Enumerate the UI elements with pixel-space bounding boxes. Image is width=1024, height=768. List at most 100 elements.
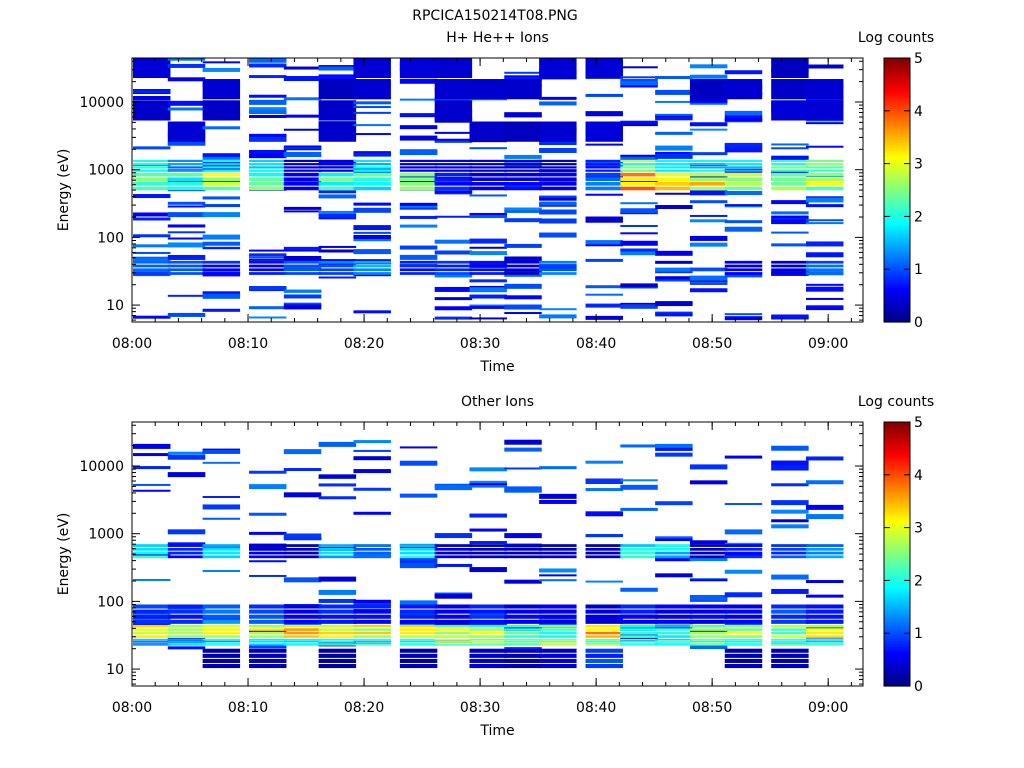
heatmap-cell: [539, 260, 577, 264]
heatmap-cell: [353, 547, 391, 551]
heatmap-cell: [771, 663, 809, 669]
heatmap-cell: [620, 76, 658, 79]
heatmap-cell: [655, 182, 693, 186]
heatmap-cell: [620, 248, 658, 252]
heatmap-cell: [805, 222, 844, 225]
heatmap-cell: [133, 166, 171, 169]
heatmap-cell: [283, 255, 322, 261]
heatmap-cell: [620, 180, 658, 183]
heatmap-cell: [249, 268, 287, 272]
heatmap-cell: [539, 614, 577, 619]
heatmap-cell: [202, 169, 241, 172]
heatmap-cells: [133, 439, 844, 669]
heatmap-cell: [353, 264, 391, 268]
heatmap-cell: [202, 628, 241, 631]
heatmap-cell: [283, 624, 322, 628]
heatmap-cell: [353, 268, 391, 272]
heatmap-cell: [249, 159, 287, 163]
heatmap-cell: [133, 553, 171, 557]
heatmap-cell: [771, 588, 809, 594]
heatmap-cell: [504, 579, 542, 584]
heatmap-cell: [585, 182, 623, 186]
heatmap-cell: [805, 555, 844, 559]
y-tick-label: 10: [106, 298, 124, 314]
heatmap-cell: [167, 186, 206, 191]
heatmap-cell: [805, 252, 844, 258]
heatmap-cell: [353, 182, 391, 186]
heatmap-cell: [620, 624, 658, 628]
heatmap-cell: [469, 619, 507, 624]
heatmap-cell: [283, 76, 322, 82]
heatmap-cell: [434, 533, 473, 539]
heatmap-cell: [133, 622, 171, 627]
heatmap-cell: [655, 443, 693, 448]
heatmap-cell: [353, 202, 391, 206]
heatmap-cell: [504, 604, 542, 609]
heatmap-cell: [504, 467, 542, 470]
heatmap-cell: [249, 264, 287, 268]
heatmap-cell: [283, 468, 322, 472]
heatmap-cell: [771, 519, 809, 523]
heatmap-cell: [318, 79, 357, 100]
colorbar-segment: [884, 221, 910, 225]
heatmap-cell: [620, 544, 658, 547]
heatmap-cell: [167, 644, 206, 646]
colorbar-segment: [884, 240, 910, 244]
heatmap-cell: [771, 186, 809, 191]
heatmap-cell: [399, 264, 438, 268]
heatmap-cell: [318, 100, 357, 121]
heatmap-cell: [504, 186, 542, 191]
heatmap-cell: [771, 509, 809, 514]
heatmap-cell: [585, 58, 623, 79]
heatmap-cell: [539, 609, 577, 614]
colorbar-segment: [884, 184, 910, 188]
heatmap-cell: [318, 474, 357, 479]
heatmap-cell: [318, 576, 357, 582]
colorbar-segment: [884, 124, 910, 128]
colorbar: 0 1 2 3 4 5 Log counts: [858, 394, 934, 695]
heatmap-cell: [504, 642, 542, 644]
heatmap-cell: [689, 99, 728, 103]
heatmap-cell: [689, 275, 728, 281]
heatmap-cell: [469, 567, 507, 573]
heatmap-cell: [689, 556, 728, 562]
heatmap-cell: [620, 619, 658, 624]
colorbar-segment: [884, 308, 910, 313]
colorbar-segment: [884, 625, 910, 629]
colorbar-segment: [884, 153, 910, 157]
heatmap-cell: [434, 592, 473, 595]
heatmap-cell: [353, 133, 391, 136]
heatmap-cell: [434, 260, 473, 264]
colorbar-segment: [884, 134, 910, 138]
heatmap-cell: [434, 178, 473, 184]
heatmap-cell: [655, 145, 693, 151]
heatmap-cell: [539, 658, 577, 663]
heatmap-cell: [771, 544, 809, 547]
colorbar-segment: [884, 163, 910, 167]
colorbar-segment: [884, 182, 910, 186]
heatmap-cell: [399, 609, 438, 614]
heatmap-cell: [353, 644, 391, 646]
heatmap-cell: [805, 594, 844, 598]
heatmap-cell: [469, 513, 507, 518]
colorbar-segment: [884, 424, 910, 428]
colorbar-segment: [884, 306, 910, 310]
heatmap-cell: [399, 215, 438, 219]
heatmap-cell: [620, 232, 658, 235]
heatmap-cell: [283, 169, 322, 172]
colorbar-segment: [884, 113, 910, 117]
x-tick-label: 08:20: [344, 336, 384, 352]
heatmap-cell: [655, 624, 693, 628]
heatmap-cell: [167, 638, 206, 641]
heatmap-cell: [353, 449, 391, 452]
heatmap-cell: [318, 260, 357, 264]
colorbar-segment: [884, 538, 910, 542]
heatmap-cell: [771, 177, 809, 182]
heatmap-cell: [249, 166, 287, 169]
x-tick-label: 08:30: [460, 700, 500, 716]
heatmap-cell: [434, 215, 473, 218]
heatmap-cell: [724, 644, 763, 646]
heatmap-cell: [318, 276, 357, 279]
heatmap-cell: [539, 209, 577, 215]
heatmap-cell: [539, 466, 577, 470]
